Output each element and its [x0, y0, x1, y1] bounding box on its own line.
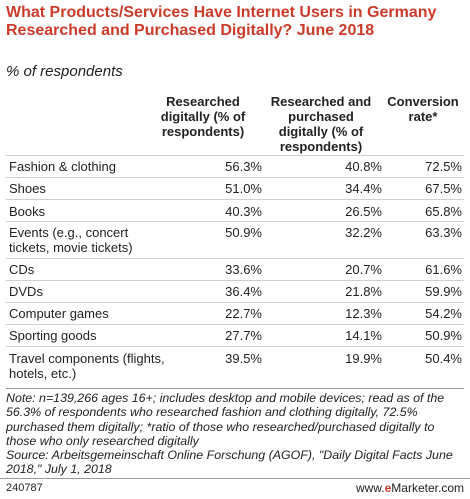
row-label: Shoes — [9, 181, 46, 196]
brand-e: e — [384, 481, 392, 495]
table-cell-value: 39.5% — [225, 351, 262, 366]
emarketer-logo[interactable]: www.eMarketer.com — [356, 481, 464, 495]
table-cell-value: 40.8% — [345, 159, 382, 174]
table-cell-value: 50.4% — [425, 351, 462, 366]
brand-rest: Marketer — [391, 481, 438, 495]
table-cell-value: 36.4% — [225, 284, 262, 299]
row-divider — [6, 324, 464, 325]
table-cell-value: 51.0% — [225, 181, 262, 196]
note-text: Note: n=139,266 ages 16+; includes deskt… — [6, 391, 445, 448]
table-cell-value: 14.1% — [345, 328, 382, 343]
brand-prefix: www. — [355, 481, 385, 495]
row-label: Books — [9, 204, 46, 219]
table-cell-value: 27.7% — [225, 328, 262, 343]
table-cell-value: 22.7% — [225, 306, 262, 321]
table-cell-value: 40.3% — [225, 204, 262, 219]
table-cell-value: 65.8% — [425, 204, 462, 219]
row-label: DVDs — [9, 284, 43, 299]
chart-title: What Products/Services Have Internet Use… — [6, 4, 437, 39]
chart-id: 240787 — [6, 482, 43, 494]
table-cell-value: 32.2% — [345, 225, 382, 240]
row-label: Events (e.g., concert tickets, movie tic… — [9, 225, 133, 255]
row-divider — [6, 258, 464, 259]
table-cell-value: 33.6% — [225, 262, 262, 277]
row-label: Fashion & clothing — [9, 159, 116, 174]
table-cell-value: 12.3% — [345, 306, 382, 321]
row-divider — [6, 177, 464, 178]
column-header-conversion: Conversion rate* — [387, 94, 459, 124]
table-cell-value: 59.9% — [425, 284, 462, 299]
table-cell-value: 50.9% — [425, 328, 462, 343]
table-cell-value: 26.5% — [345, 204, 382, 219]
chart-subtitle: % of respondents — [6, 63, 123, 80]
source-text: Source: Arbeitsgemeinschaft Online Forsc… — [6, 448, 453, 477]
row-divider — [6, 221, 464, 222]
table-cell-value: 72.5% — [425, 159, 462, 174]
row-divider — [6, 199, 464, 200]
table-cell-value: 54.2% — [425, 306, 462, 321]
footnote: Note: n=139,266 ages 16+; includes deskt… — [6, 391, 468, 477]
column-header-researched: Researched digitally (% of respondents) — [160, 94, 246, 139]
row-label: Travel components (flights, hotels, etc.… — [9, 351, 165, 381]
table-cell-value: 20.7% — [345, 262, 382, 277]
table-bottom-rule — [6, 388, 464, 389]
table-cell-value: 21.8% — [345, 284, 382, 299]
table-cell-value: 63.3% — [425, 225, 462, 240]
row-divider — [6, 302, 464, 303]
brand-suffix: .com — [437, 481, 464, 495]
row-divider — [6, 346, 464, 347]
table-cell-value: 50.9% — [225, 225, 262, 240]
row-label: Computer games — [9, 306, 109, 321]
table-cell-value: 67.5% — [425, 181, 462, 196]
row-divider — [6, 280, 464, 281]
data-table — [6, 84, 464, 388]
footer-bar: 240787 www.eMarketer.com — [0, 478, 470, 499]
table-cell-value: 34.4% — [345, 181, 382, 196]
table-cell-value: 61.6% — [425, 262, 462, 277]
table-cell-value: 56.3% — [225, 159, 262, 174]
column-header-purchased: Researched and purchased digitally (% of… — [270, 94, 372, 154]
row-label: CDs — [9, 262, 35, 277]
row-divider — [6, 155, 464, 156]
table-cell-value: 19.9% — [345, 351, 382, 366]
row-label: Sporting goods — [9, 328, 97, 343]
